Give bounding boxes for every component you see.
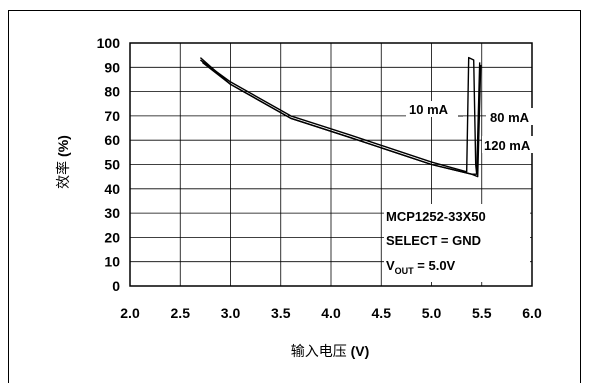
x-tick-label: 4.5 — [372, 305, 392, 321]
info-box — [384, 204, 530, 282]
y-tick-label: 60 — [104, 132, 120, 148]
series-line-120ma — [201, 61, 482, 178]
select-text: SELECT = GND — [386, 233, 481, 248]
x-axis-label-unit: (V) — [347, 343, 370, 359]
x-tick-label: 4.0 — [321, 305, 341, 321]
y-tick-label: 70 — [104, 108, 120, 124]
y-tick-label: 50 — [104, 157, 120, 173]
y-tick-label: 100 — [97, 35, 121, 51]
y-tick-label: 40 — [104, 181, 120, 197]
vout-subscript: OUT — [395, 266, 415, 276]
series-label-120ma: 120 mA — [484, 138, 531, 153]
x-tick-label: 3.5 — [271, 305, 291, 321]
vout-value: = 5.0V — [414, 258, 456, 273]
x-tick-label: 3.0 — [221, 305, 241, 321]
series-label-80ma: 80 mA — [490, 110, 530, 125]
x-tick-label: 2.0 — [120, 305, 140, 321]
x-tick-label: 5.5 — [472, 305, 492, 321]
label-box-10ma — [406, 101, 462, 117]
plot-border — [129, 42, 533, 287]
x-axis-label-cjk: 输入电压 — [291, 344, 347, 360]
tick-labels: 2.0 2.5 3.0 3.5 4.0 4.5 5.0 5.5 6.0 0 10 20 30 40 50 60… — [97, 35, 542, 321]
x-tick-label: 5.0 — [422, 305, 442, 321]
y-axis-label-unit: (%) — [55, 135, 71, 161]
y-tick-label: 0 — [112, 278, 120, 294]
series-label-10ma: 10 mA — [409, 102, 449, 117]
label-box-80ma — [486, 108, 536, 125]
part-number-text: MCP1252-33X50 — [386, 209, 486, 224]
y-tick-label: 90 — [104, 59, 120, 75]
x-axis-label: 输入电压 (V) — [291, 343, 370, 360]
y-tick-label: 80 — [104, 84, 120, 100]
y-tick-label: 30 — [104, 205, 120, 221]
y-tick-label: 10 — [104, 254, 120, 270]
y-tick-label: 20 — [104, 229, 120, 245]
x-tick-label: 6.0 — [522, 305, 542, 321]
chart-frame — [8, 10, 581, 383]
y-axis-label-cjk: 效率 — [55, 161, 72, 189]
series-line-10ma — [199, 56, 478, 175]
vout-v: V — [386, 258, 395, 273]
label-box-120ma — [482, 136, 534, 153]
y-axis-label: 效率 (%) — [55, 135, 72, 189]
x-tick-label: 2.5 — [171, 305, 191, 321]
vout-text: VOUT = 5.0V — [386, 258, 456, 276]
series-layer — [199, 56, 482, 178]
